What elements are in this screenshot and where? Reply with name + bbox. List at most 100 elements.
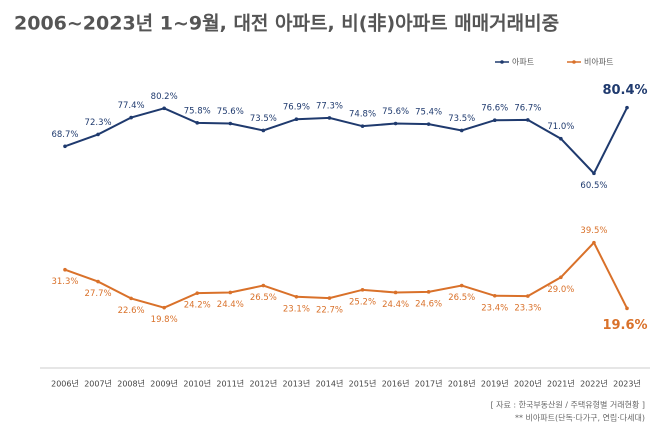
- series-line: [64, 240, 628, 309]
- x-tick-label: 2022년: [580, 379, 608, 389]
- data-point: [592, 171, 596, 176]
- data-point: [327, 116, 332, 120]
- x-tick-label: 2016년: [382, 379, 410, 389]
- data-label: 19.8%: [151, 315, 178, 325]
- data-label: 27.7%: [85, 289, 112, 299]
- data-label: 22.7%: [316, 306, 343, 316]
- x-tick-label: 2018년: [448, 379, 476, 389]
- data-label: 23.4%: [481, 303, 508, 313]
- data-point: [96, 132, 100, 137]
- data-label: 80.4%: [602, 83, 647, 98]
- x-tick-label: 2007년: [84, 379, 112, 389]
- x-tick-label: 2021년: [547, 379, 575, 389]
- data-label: 74.8%: [349, 110, 376, 120]
- x-tick-label: 2008년: [117, 379, 145, 389]
- x-tick-label: 2010년: [183, 379, 211, 389]
- data-point: [162, 106, 166, 111]
- data-point: [162, 305, 166, 310]
- data-point: [96, 279, 100, 284]
- data-point: [195, 291, 200, 295]
- data-label: 23.1%: [283, 304, 310, 314]
- data-point: [393, 290, 398, 295]
- data-label: 23.3%: [514, 304, 541, 314]
- data-label: 73.5%: [448, 114, 475, 124]
- data-label: 75.6%: [217, 107, 244, 117]
- data-point: [261, 283, 266, 288]
- data-point: [360, 124, 365, 128]
- x-tick-label: 2006년: [51, 379, 79, 389]
- data-label: 73.5%: [250, 114, 277, 124]
- data-label: 77.4%: [118, 101, 145, 111]
- legend-label: 아파트: [512, 57, 534, 67]
- chart-title: 2006~2023년 1~9월, 대전 아파트, 비(非)아파트 매매거래비중: [14, 13, 559, 35]
- data-label: 26.5%: [448, 293, 475, 303]
- data-label: 75.8%: [184, 106, 211, 116]
- data-point: [360, 288, 365, 292]
- data-point: [63, 267, 67, 272]
- data-point: [592, 240, 596, 245]
- data-point: [327, 296, 332, 300]
- data-label: 75.4%: [415, 108, 442, 118]
- data-label: 24.4%: [382, 300, 409, 310]
- source: [ 자료 : 한국부동산원 / 주택유형별 거래현황 ]: [490, 400, 645, 410]
- data-point: [393, 121, 398, 126]
- data-label: 72.3%: [85, 118, 112, 128]
- x-tick-label: 2009년: [150, 379, 178, 389]
- data-point: [459, 128, 464, 133]
- data-point: [559, 136, 563, 141]
- data-point: [129, 115, 133, 120]
- x-tick-label: 2019년: [481, 379, 509, 389]
- data-point: [526, 118, 530, 122]
- legend-label: 비아파트: [584, 57, 613, 67]
- data-label: 25.2%: [349, 297, 376, 307]
- data-label: 68.7%: [51, 130, 78, 140]
- data-label: 76.9%: [283, 103, 310, 113]
- data-label: 76.6%: [481, 104, 508, 114]
- series-line: [64, 107, 628, 176]
- legend-marker: [572, 60, 576, 64]
- data-label: 26.5%: [250, 293, 277, 303]
- x-tick-label: 2014년: [316, 379, 344, 389]
- data-label: 31.3%: [51, 277, 78, 287]
- data-point: [129, 296, 133, 301]
- data-point: [228, 290, 233, 295]
- data-label: 75.6%: [382, 107, 409, 117]
- data-point: [625, 306, 629, 311]
- data-point: [459, 283, 464, 288]
- x-tick-label: 2017년: [415, 379, 443, 389]
- data-point: [195, 121, 200, 125]
- data-label: 77.3%: [316, 101, 343, 111]
- data-point: [228, 121, 233, 126]
- data-point: [492, 293, 497, 298]
- x-tick-label: 2015년: [349, 379, 377, 389]
- data-label: 24.6%: [415, 299, 442, 309]
- data-label: 71.0%: [547, 122, 574, 132]
- data-label: 39.5%: [580, 226, 607, 236]
- x-tick-label: 2011년: [216, 379, 244, 389]
- data-label: 22.6%: [118, 306, 145, 316]
- data-point: [261, 128, 266, 133]
- data-point: [294, 294, 299, 299]
- data-point: [492, 118, 497, 123]
- data-point: [426, 290, 431, 294]
- legend-marker: [500, 60, 504, 64]
- data-label: 76.7%: [514, 103, 541, 113]
- note: ** 비아파트(단독·다가구, 연립·다세대): [515, 413, 645, 423]
- x-tick-label: 2012년: [249, 379, 277, 389]
- data-point: [63, 144, 67, 149]
- data-label: 24.2%: [184, 301, 211, 311]
- data-point: [559, 275, 563, 280]
- x-tick-label: 2013년: [283, 379, 311, 389]
- data-point: [526, 294, 530, 298]
- x-tick-label: 2020년: [514, 379, 542, 389]
- data-point: [294, 117, 299, 122]
- data-point: [426, 122, 431, 126]
- data-label: 24.4%: [217, 300, 244, 310]
- data-label: 80.2%: [151, 92, 178, 102]
- data-point: [625, 105, 629, 110]
- x-tick-label: 2023년: [613, 379, 641, 389]
- data-label: 60.5%: [580, 181, 607, 191]
- data-label: 29.0%: [547, 285, 574, 295]
